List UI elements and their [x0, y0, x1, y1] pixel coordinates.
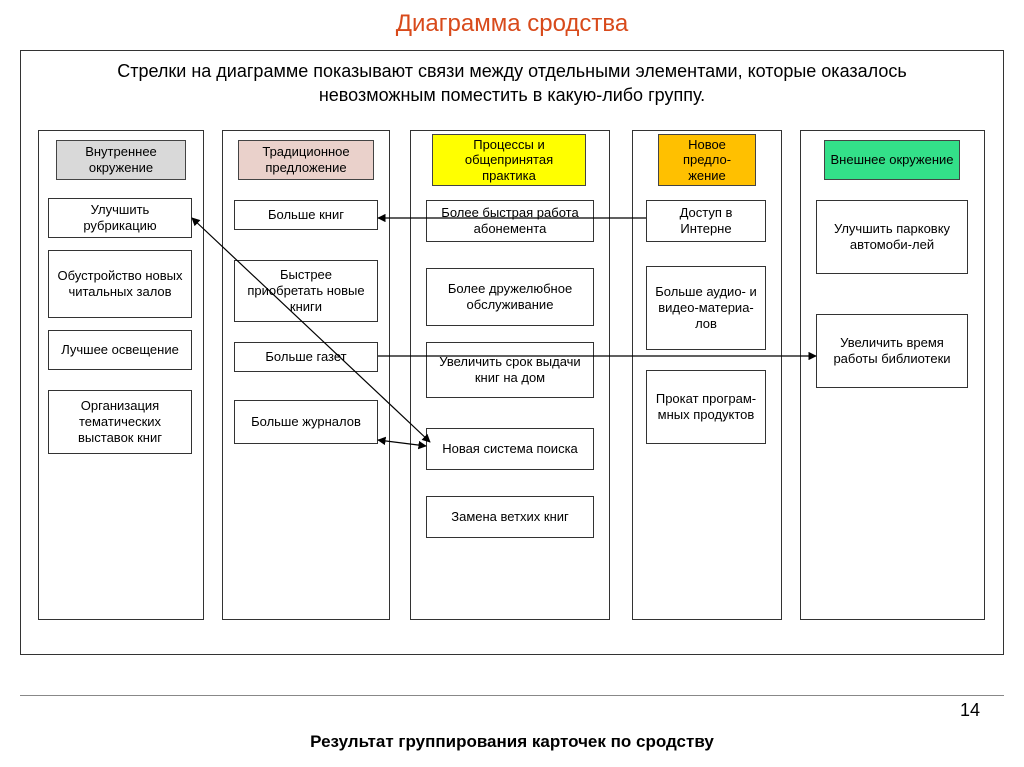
c2-i1: Больше книг: [234, 200, 378, 230]
col-traditional-header: Традиционное предложение: [238, 140, 374, 180]
c1-i4: Организация тематических выставок книг: [48, 390, 192, 454]
col-internal-header: Внутреннее окружение: [56, 140, 186, 180]
col-new-header: Новое предло- жение: [658, 134, 756, 186]
c3-i3: Увеличить срок выдачи книг на дом: [426, 342, 594, 398]
c4-i2: Больше аудио- и видео-материа-лов: [646, 266, 766, 350]
c3-i5: Замена ветхих книг: [426, 496, 594, 538]
col-processes-header: Процессы и общепринятая практика: [432, 134, 586, 186]
page-title: Диаграмма сродства: [0, 0, 1024, 38]
c4-i3: Прокат програм-мных продуктов: [646, 370, 766, 444]
c2-i2: Быстрее приобретать новые книги: [234, 260, 378, 322]
c1-i3: Лучшее освещение: [48, 330, 192, 370]
c3-i2: Более дружелюбное обслуживание: [426, 268, 594, 326]
col-external-header: Внешнее окружение: [824, 140, 960, 180]
c5-i1: Улучшить парковку автомоби-лей: [816, 200, 968, 274]
c3-i4: Новая система поиска: [426, 428, 594, 470]
page-number: 14: [960, 700, 980, 721]
c1-i1: Улучшить рубрикацию: [48, 198, 192, 238]
c3-i1: Более быстрая работа абонемента: [426, 200, 594, 242]
c5-i2: Увеличить время работы библиотеки: [816, 314, 968, 388]
diagram-description: Стрелки на диаграмме показывают связи ме…: [21, 51, 1003, 112]
c4-i1: Доступ в Интерне: [646, 200, 766, 242]
c2-i4: Больше журналов: [234, 400, 378, 444]
diagram-caption: Результат группирования карточек по срод…: [0, 732, 1024, 752]
c1-i2: Обустройство новых читальных залов: [48, 250, 192, 318]
divider-line: [20, 695, 1004, 696]
c2-i3: Больше газет: [234, 342, 378, 372]
